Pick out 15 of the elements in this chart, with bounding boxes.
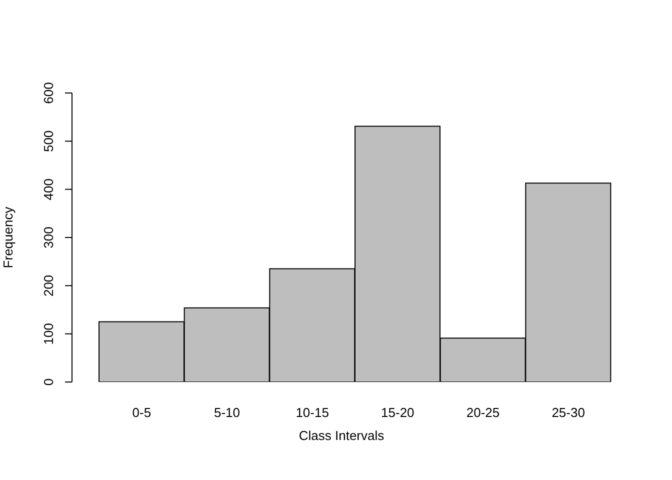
y-axis-title: Frequency xyxy=(0,206,16,268)
x-tick-label: 0-5 xyxy=(132,405,152,420)
x-tick-label: 15-20 xyxy=(381,405,414,420)
x-tick-label: 25-30 xyxy=(552,405,585,420)
y-tick-label: 300 xyxy=(41,226,56,248)
x-tick-label: 10-15 xyxy=(296,405,329,420)
y-tick-label: 500 xyxy=(41,130,56,152)
x-tick-label: 20-25 xyxy=(466,405,500,420)
y-tick-label: 0 xyxy=(41,378,56,386)
y-tick-label: 100 xyxy=(41,322,56,345)
y-tick-label: 400 xyxy=(41,178,56,200)
y-tick-label: 200 xyxy=(41,274,56,297)
y-tick-label: 600 xyxy=(41,82,56,104)
x-tick-label: 5-10 xyxy=(214,405,240,420)
x-axis-title: Class Intervals xyxy=(298,428,385,443)
